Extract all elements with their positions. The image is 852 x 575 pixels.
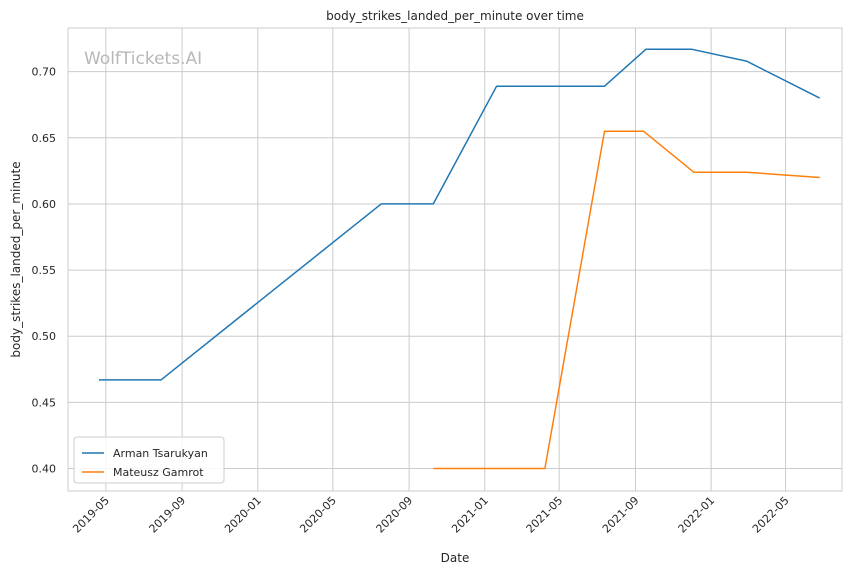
y-tick-label: 0.40 — [32, 463, 57, 476]
y-tick-label: 0.45 — [32, 396, 57, 409]
y-axis-ticks: 0.40 0.45 0.50 0.55 0.60 0.65 0.70 — [32, 66, 57, 476]
plot-frame — [67, 27, 843, 492]
plot-background — [68, 28, 842, 491]
y-tick-label: 0.55 — [32, 264, 57, 277]
x-tick-label: 2021-09 — [600, 494, 642, 536]
x-tick-label: 2021-05 — [524, 494, 566, 536]
x-axis-ticks: 2019-05 2019-09 2020-01 2020-05 2020-09 2021-… — [70, 494, 791, 536]
series-layer — [99, 48, 821, 470]
legend-box — [73, 436, 225, 484]
grid-lines — [68, 28, 842, 491]
series-line — [99, 48, 821, 381]
x-tick-label: 2021-01 — [449, 494, 491, 536]
x-tick-label: 2019-05 — [70, 494, 112, 536]
x-tick-label: 2020-09 — [374, 494, 416, 536]
chart-title: body_strikes_landed_per_minute over time — [326, 9, 584, 23]
y-axis-label: body_strikes_landed_per_minute — [9, 161, 23, 357]
y-tick-label: 0.60 — [32, 198, 57, 211]
x-axis-label: Date — [441, 551, 470, 565]
y-tick-label: 0.70 — [32, 66, 57, 79]
x-tick-label: 2022-01 — [676, 494, 718, 536]
x-tick-label: 2020-05 — [297, 494, 339, 536]
x-tick-label: 2022-05 — [750, 494, 792, 536]
watermark: WolfTickets.AI — [84, 49, 202, 69]
x-tick-label: 2020-01 — [222, 494, 264, 536]
legend: Arman Tsarukyan Mateusz Gamrot — [73, 436, 225, 484]
legend-label: Mateusz Gamrot — [113, 466, 204, 479]
y-tick-label: 0.50 — [32, 330, 57, 343]
legend-label: Arman Tsarukyan — [113, 447, 208, 460]
series-line — [433, 130, 820, 470]
x-tick-label: 2019-09 — [147, 494, 189, 536]
y-tick-label: 0.65 — [32, 132, 57, 145]
